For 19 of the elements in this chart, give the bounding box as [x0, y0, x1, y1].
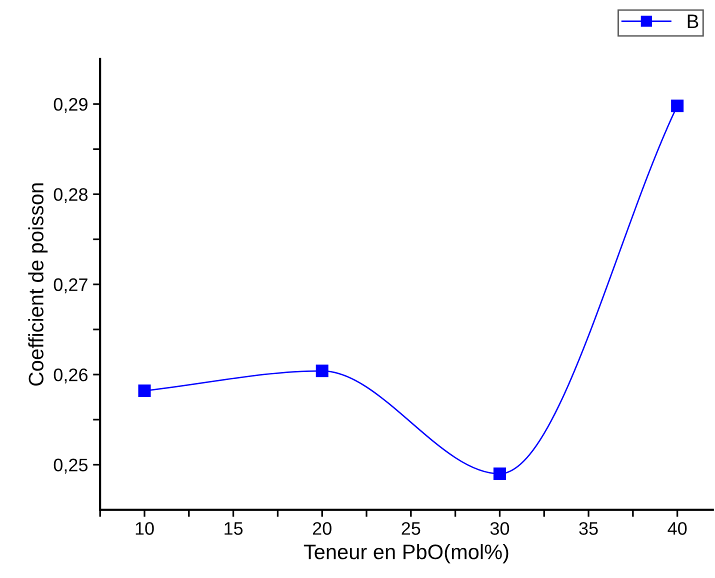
point — [671, 100, 684, 112]
y-tick-label: 0,25 — [54, 458, 88, 474]
point — [316, 364, 328, 378]
y-tick-label: 0,27 — [54, 278, 88, 294]
x-tick-label: 30 — [490, 522, 510, 535]
x-tick-label: 15 — [224, 522, 243, 535]
y-tick-label: 0,29 — [54, 98, 88, 113]
y-axis-title: Coefficient de poisson — [28, 183, 48, 386]
x-axis-title: Teneur en PbO(mol%) — [304, 544, 508, 564]
x-tick-label: 25 — [402, 522, 420, 535]
legend-label: B — [688, 14, 698, 28]
y-tick-label: 0,26 — [54, 368, 88, 384]
point — [493, 467, 506, 480]
x-tick-label: 40 — [668, 522, 687, 535]
x-tick-label: 35 — [579, 522, 598, 535]
y-tick-label: 0,28 — [54, 188, 88, 204]
point — [138, 384, 151, 398]
x-tick-label: 20 — [312, 522, 332, 535]
x-tick-label: 10 — [136, 522, 154, 535]
